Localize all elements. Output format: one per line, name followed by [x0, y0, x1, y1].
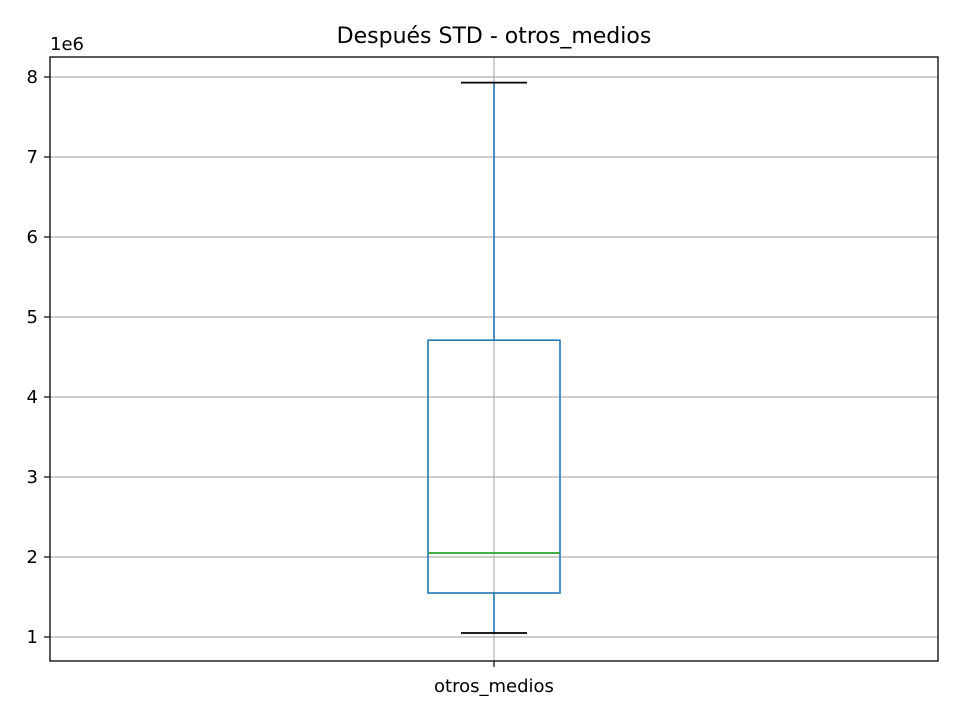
- y-tick-label: 7: [27, 147, 38, 168]
- y-tick-label: 3: [27, 467, 38, 488]
- x-tick-label: otros_medios: [434, 676, 554, 697]
- box-group: [427, 81, 561, 634]
- y-tick-label: 5: [27, 307, 38, 328]
- y-tick-label: 4: [27, 387, 38, 408]
- y-tick-label: 8: [27, 67, 38, 88]
- axis-ticks: 1 2 3 4 5 6 7 8 otros_medios: [27, 67, 554, 697]
- y-tick-label: 1: [27, 627, 38, 648]
- box-iqr: [427, 339, 561, 594]
- chart-title: Después STD - otros_medios: [337, 24, 652, 49]
- y-tick-label: 2: [27, 547, 38, 568]
- y-tick-label: 6: [27, 227, 38, 248]
- y-offset-label: 1e6: [50, 34, 84, 55]
